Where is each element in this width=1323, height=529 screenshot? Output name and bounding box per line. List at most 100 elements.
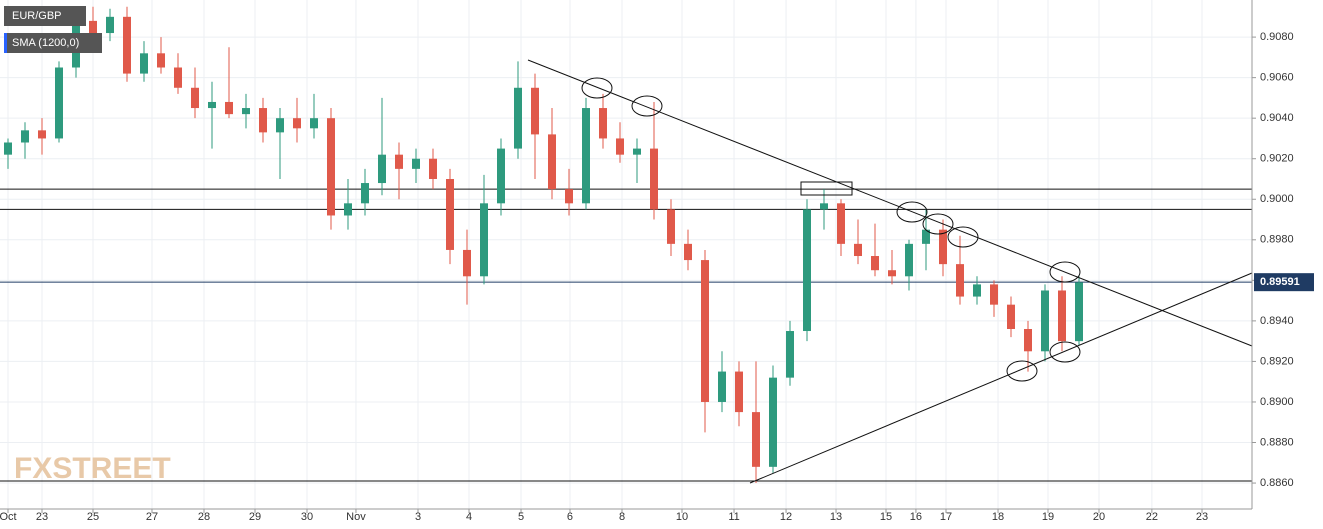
x-tick-label: 27 <box>146 511 158 523</box>
x-tick-label: Oct <box>0 511 17 523</box>
candle-body <box>429 158 437 179</box>
x-tick-label: 22 <box>1146 511 1158 523</box>
y-tick-label: 0.9000 <box>1260 193 1294 205</box>
y-tick-label: 0.9060 <box>1260 72 1294 84</box>
candles <box>4 6 1083 484</box>
candle-body <box>939 229 947 265</box>
candle-body <box>276 118 284 133</box>
x-tick-label: 19 <box>1042 511 1054 523</box>
candle-body <box>803 209 811 332</box>
marker <box>800 181 853 196</box>
x-tick-label: 29 <box>249 511 261 523</box>
x-tick-label: 6 <box>567 511 573 523</box>
marker <box>1049 261 1081 283</box>
marker <box>896 201 928 223</box>
marker <box>631 95 663 117</box>
candle-body <box>480 203 488 277</box>
x-tick-label: 17 <box>940 511 952 523</box>
candle-body <box>650 148 658 210</box>
y-tick-label: 0.9040 <box>1260 112 1294 124</box>
candle-body <box>140 53 148 74</box>
candle-body <box>89 20 97 34</box>
candle-body <box>905 243 913 277</box>
candle-body <box>242 108 250 115</box>
x-tick-label: 20 <box>1093 511 1105 523</box>
candle-body <box>922 229 930 244</box>
candle-body <box>548 134 556 190</box>
candle-body <box>599 108 607 139</box>
y-tick-label: 0.8920 <box>1260 355 1294 367</box>
candle-body <box>752 412 760 467</box>
y-tick-label: 0.9020 <box>1260 153 1294 165</box>
axis-labels: 0.88600.88800.89000.89200.89400.89600.89… <box>0 31 1314 523</box>
legend-symbol: EUR/GBP <box>12 10 62 22</box>
x-tick-label: 30 <box>301 511 313 523</box>
candle-body <box>106 16 114 34</box>
x-tick-label: 18 <box>992 511 1004 523</box>
x-tick-label: 12 <box>780 511 792 523</box>
y-tick-label: 0.8860 <box>1260 477 1294 489</box>
candle-body <box>293 118 301 129</box>
candle-body <box>667 209 675 244</box>
x-tick-label: 4 <box>466 511 472 523</box>
levels <box>0 188 1252 482</box>
candle-body <box>888 270 896 277</box>
candle-body <box>38 130 46 139</box>
candle-body <box>769 377 777 467</box>
candle-body <box>956 264 964 297</box>
candle-body <box>412 158 420 169</box>
candle-body <box>21 130 29 143</box>
candle-body <box>395 154 403 169</box>
candle-body <box>565 189 573 204</box>
candle-body <box>446 178 454 250</box>
y-tick-label: 0.8900 <box>1260 396 1294 408</box>
candle-body <box>1075 282 1083 342</box>
candle-body <box>633 148 641 155</box>
candle-body <box>123 16 131 74</box>
candle-body <box>854 243 862 257</box>
candle-body <box>463 249 471 277</box>
candle-body <box>225 101 233 115</box>
candle-body <box>191 87 199 109</box>
y-tick-label: 0.8980 <box>1260 234 1294 246</box>
x-tick-label: 10 <box>676 511 688 523</box>
candle-body <box>310 118 318 129</box>
candle-body <box>1058 290 1066 342</box>
annotations <box>527 59 1253 484</box>
candle-body <box>1007 304 1015 329</box>
candle-body <box>327 118 335 216</box>
x-tick-label: 25 <box>87 511 99 523</box>
trend-line <box>749 272 1253 484</box>
candle-body <box>55 67 63 139</box>
candle-body <box>973 284 981 297</box>
legend-box <box>4 33 102 53</box>
candle-body <box>378 154 386 184</box>
marker <box>1049 341 1081 363</box>
candle-body <box>4 142 12 155</box>
y-tick-label: 0.9080 <box>1260 31 1294 43</box>
candle-body <box>1024 328 1032 352</box>
x-tick-label: 8 <box>619 511 625 523</box>
x-tick-label: 23 <box>1196 511 1208 523</box>
candle-body <box>582 108 590 204</box>
legend-swatch <box>4 33 7 53</box>
candle-body <box>497 148 505 204</box>
candle-body <box>514 87 522 149</box>
candle-body <box>718 371 726 402</box>
x-tick-label: 11 <box>728 511 739 523</box>
watermark: FXSTREET <box>14 452 171 485</box>
candle-body <box>344 203 352 216</box>
legend-indicator: SMA (1200,0) <box>12 37 79 49</box>
marker <box>947 226 979 248</box>
marker <box>581 77 613 99</box>
candle-body <box>531 87 539 135</box>
y-tick-label: 0.8940 <box>1260 315 1294 327</box>
candle-body <box>174 67 182 88</box>
x-tick-label: 3 <box>415 511 421 523</box>
y-tick-label: 0.8880 <box>1260 436 1294 448</box>
candle-body <box>361 183 369 204</box>
x-tick-label: 28 <box>198 511 210 523</box>
last-price-box <box>1254 273 1314 292</box>
x-tick-label: 23 <box>36 511 48 523</box>
